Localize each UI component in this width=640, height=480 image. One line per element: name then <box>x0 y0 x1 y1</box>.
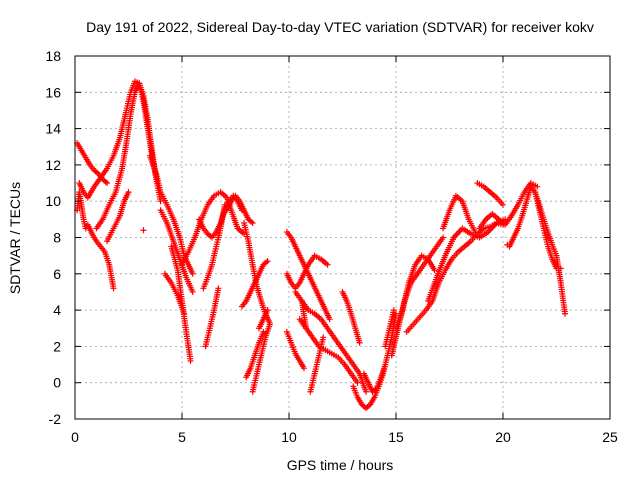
data-point <box>562 310 569 317</box>
data-point <box>431 267 438 274</box>
x-axis-label: GPS time / hours <box>287 457 394 473</box>
x-tick-label: 15 <box>388 429 404 445</box>
x-tick-label: 10 <box>281 429 297 445</box>
data-point <box>320 334 327 341</box>
data-point <box>472 229 479 236</box>
data-point <box>382 361 389 368</box>
y-tick-label: 16 <box>45 84 61 100</box>
data-point <box>181 310 188 317</box>
y-tick-label: 18 <box>45 48 61 64</box>
data-point <box>189 288 196 295</box>
data-point <box>326 316 333 323</box>
data-point <box>440 234 447 241</box>
y-axis-label: SDTVAR / TECUs <box>7 182 23 294</box>
data-point <box>140 227 147 234</box>
data-point <box>303 325 310 332</box>
x-tick-label: 5 <box>178 429 186 445</box>
data-point <box>534 183 541 190</box>
data-point <box>104 180 111 187</box>
y-tick-label: 4 <box>53 302 61 318</box>
x-tick-label: 20 <box>495 429 511 445</box>
data-point <box>354 379 361 386</box>
data-point <box>157 198 164 205</box>
x-tick-label: 0 <box>71 429 79 445</box>
y-tick-labels: -2 0 2 4 6 8 10 12 14 16 18 <box>45 48 61 427</box>
data-point <box>266 321 273 328</box>
axis-ticks <box>74 55 611 420</box>
y-tick-label: 0 <box>53 375 61 391</box>
y-tick-label: 10 <box>45 193 61 209</box>
data-point <box>557 265 564 272</box>
data-point <box>264 258 271 265</box>
data-point <box>300 365 307 372</box>
data-point <box>356 339 363 346</box>
y-tick-label: -2 <box>49 411 62 427</box>
y-tick-label: 12 <box>45 157 61 173</box>
data-point <box>189 270 196 277</box>
data-point <box>324 261 331 268</box>
data-point <box>187 357 194 364</box>
data-point <box>249 219 256 226</box>
data-point <box>110 285 117 292</box>
y-tick-label: 14 <box>45 121 61 137</box>
data-point <box>504 241 511 248</box>
y-tick-label: 6 <box>53 266 61 282</box>
x-tick-labels: 0 5 10 15 20 25 <box>71 429 618 445</box>
x-tick-label: 25 <box>602 429 618 445</box>
data-points <box>74 78 569 412</box>
data-point <box>215 285 222 292</box>
y-tick-label: 8 <box>53 230 61 246</box>
data-point <box>500 201 506 208</box>
chart-title: Day 191 of 2022, Sidereal Day-to-day VTE… <box>86 19 594 35</box>
data-point <box>125 189 132 196</box>
data-point <box>363 388 370 395</box>
y-tick-label: 2 <box>53 338 61 354</box>
data-point <box>260 328 267 335</box>
data-point <box>390 307 397 314</box>
data-point <box>264 307 271 314</box>
